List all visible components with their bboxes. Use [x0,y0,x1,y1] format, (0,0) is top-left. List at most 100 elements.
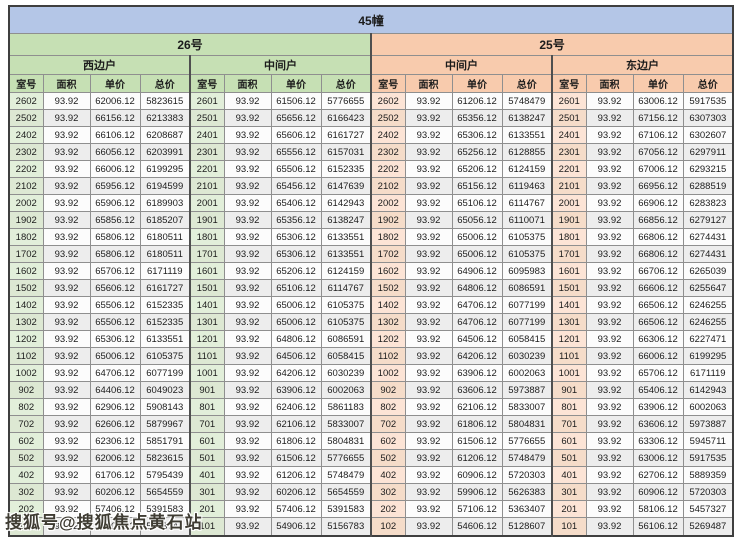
room-cell: 401 [551,466,587,485]
area-cell: 93.92 [42,330,91,349]
total-price-cell: 6049023 [139,381,191,400]
area-cell: 93.92 [404,91,453,111]
unit-price-cell: 62006.12 [89,91,141,111]
room-cell: 2402 [8,126,44,145]
room-cell: 2601 [551,91,587,111]
room-cell: 701 [189,415,225,434]
price-table-body: 2602 93.92 62006.12 5823615 2601 93.92 61506.1… [8,91,734,537]
unit-price-cell: 60906.12 [632,483,684,502]
area-cell: 93.92 [223,194,272,213]
column-header: 单价 [451,74,503,93]
room-cell: 2002 [8,194,44,213]
unit-price-cell: 66106.12 [89,126,141,145]
area-cell: 93.92 [585,262,634,281]
total-price-cell: 6030239 [320,364,372,383]
area-cell: 93.92 [223,483,272,502]
total-price-cell: 6142943 [320,194,372,213]
building-title: 45幢 [8,5,734,34]
area-cell: 93.92 [585,245,634,264]
room-cell: 802 [8,398,44,417]
total-price-cell: 5156783 [320,517,372,537]
total-price-cell: 6147639 [320,177,372,196]
room-cell: 2501 [551,109,587,128]
room-cell: 1802 [8,228,44,247]
unit-price-cell: 65506.12 [89,296,141,315]
room-cell: 2602 [370,91,406,111]
area-cell: 93.92 [404,109,453,128]
unit-price-cell: 65506.12 [270,160,322,179]
unit-price-cell: 59906.12 [451,483,503,502]
area-cell: 93.92 [404,313,453,332]
area-cell: 93.92 [223,91,272,111]
unit-price-cell: 65006.12 [451,228,503,247]
unit-price-cell: 65106.12 [451,194,503,213]
unit-price-cell: 67056.12 [632,143,684,162]
table-row: 1602 93.92 65706.12 6171119 1601 93.92 65206.1… [8,262,734,281]
room-cell: 2101 [551,177,587,196]
area-cell: 93.92 [42,449,91,468]
area-cell: 93.92 [42,296,91,315]
room-cell: 501 [551,449,587,468]
area-cell: 93.92 [223,449,272,468]
unit-price-cell: 65406.12 [632,381,684,400]
area-cell: 93.92 [223,245,272,264]
total-price-cell: 5945711 [682,432,734,451]
room-cell: 301 [551,483,587,502]
total-price-cell: 6203991 [139,143,191,162]
section-header-row: 26号 25号 [8,33,734,56]
total-price-cell: 6213383 [139,109,191,128]
unit-price-cell: 65856.12 [89,211,141,230]
area-cell: 93.92 [585,91,634,111]
room-cell: 2301 [189,143,225,162]
area-cell: 93.92 [42,279,91,298]
total-price-cell: 6077199 [139,364,191,383]
total-price-cell: 5973887 [682,415,734,434]
table-row: 602 93.92 62306.12 5851791 601 93.92 61806.12 5… [8,432,734,451]
room-cell: 1401 [551,296,587,315]
room-cell: 1901 [551,211,587,230]
room-cell: 101 [551,517,587,537]
total-price-cell: 5269487 [682,517,734,537]
room-cell: 2102 [370,177,406,196]
total-price-cell: 6161727 [320,126,372,145]
unit-price-cell: 65706.12 [89,262,141,281]
unit-price-cell: 62406.12 [270,398,322,417]
table-row: 402 93.92 61706.12 5795439 401 93.92 61206.12 5… [8,466,734,485]
table-row: 2002 93.92 65906.12 6189903 2001 93.92 65406.1… [8,194,734,213]
total-price-cell: 6152335 [320,160,372,179]
area-cell: 93.92 [404,381,453,400]
unit-price-cell: 62106.12 [451,398,503,417]
unit-price-cell: 57406.12 [270,500,322,519]
room-cell: 1702 [370,245,406,264]
room-cell: 1902 [370,211,406,230]
unit-price-cell: 63306.12 [632,432,684,451]
room-cell: 1002 [8,364,44,383]
total-price-cell: 5391583 [320,500,372,519]
area-cell: 93.92 [42,211,91,230]
room-cell: 2302 [370,143,406,162]
section-header: 25号 [369,33,734,56]
room-cell: 2501 [189,109,225,128]
unit-price-cell: 65456.12 [270,177,322,196]
unit-price-cell: 65006.12 [451,245,503,264]
unit-type-row: 西边户 中间户 中间户 东边户 [8,55,734,75]
room-cell: 1001 [189,364,225,383]
room-cell: 2202 [370,160,406,179]
area-cell: 93.92 [223,262,272,281]
area-cell: 93.92 [585,398,634,417]
total-price-cell: 5823615 [139,91,191,111]
total-price-cell: 6058415 [501,330,553,349]
table-row: 2302 93.92 66056.12 6203991 2301 93.92 65556.1… [8,143,734,162]
area-cell: 93.92 [223,381,272,400]
room-cell: 302 [8,483,44,502]
area-cell: 93.92 [585,517,634,537]
column-header: 单价 [270,74,322,93]
table-row: 1802 93.92 65806.12 6180511 1801 93.92 65306.1… [8,228,734,247]
unit-price-cell: 54606.12 [451,517,503,537]
area-cell: 93.92 [585,466,634,485]
area-cell: 93.92 [42,177,91,196]
column-header: 面积 [42,74,91,93]
area-cell: 93.92 [404,449,453,468]
total-price-cell: 6124159 [320,262,372,281]
room-cell: 702 [8,415,44,434]
